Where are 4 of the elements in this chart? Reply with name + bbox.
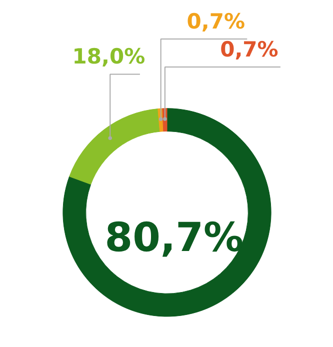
data-label: 0,7% xyxy=(220,37,278,62)
data-label: 0,7% xyxy=(186,9,246,34)
data-label: 80,7% xyxy=(104,215,244,262)
data-label: 18,0% xyxy=(72,44,146,69)
